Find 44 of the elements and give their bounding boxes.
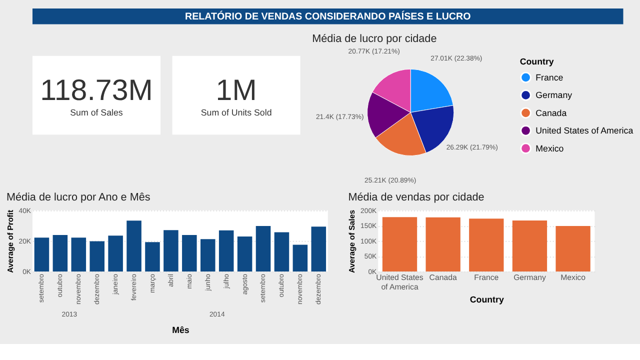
bar [237,236,252,272]
bar [512,220,548,272]
bar [274,232,290,272]
bar [52,234,68,272]
x-tick-label: United States of America [376,272,424,292]
bar [426,217,460,272]
x-tick-label: Mexico [560,272,586,282]
bar [556,226,590,272]
legend-title: Country [520,56,554,67]
chart-title: Média de lucro por Ano e Mês [6,192,151,204]
chart-title: Média de lucro por cidade [312,32,437,45]
bar [90,241,104,272]
text: RELATÓRIO DE VENDAS CONSIDERANDO PAÍSES E LUCRO [184,10,472,22]
bar [71,238,86,272]
bar [218,230,234,272]
bar [311,226,326,272]
bar [182,234,197,272]
x-tick-label: France [474,272,500,282]
text: 118.73M [40,74,153,108]
bar [382,217,418,272]
legend-label: Canada [536,108,567,118]
legend-label: Mexico [536,143,564,154]
bar [145,242,160,272]
text: 1M [216,74,257,108]
chart-title: Média de vendas por cidade [348,192,484,204]
bar [256,226,271,272]
text: Sum of Units Sold [200,107,272,118]
x-axis-title: Country [470,294,504,304]
y-axis-title: Average of Profit [6,210,15,273]
legend-label: United States of America [536,126,634,136]
text: Sum of Sales [70,107,124,118]
bar [164,230,178,272]
bar [126,220,142,272]
x-tick-label: Canada [429,272,458,282]
legend-label: France [536,72,564,82]
legend-label: Germany [536,90,573,100]
bar [469,218,504,272]
x-tick-label: Germany [514,272,546,282]
bar [200,239,216,272]
y-axis-title: Average of Sales [348,209,357,273]
bar [108,236,123,272]
bar [34,238,50,272]
x-axis-title: Mês [172,325,190,336]
bar [292,244,308,272]
